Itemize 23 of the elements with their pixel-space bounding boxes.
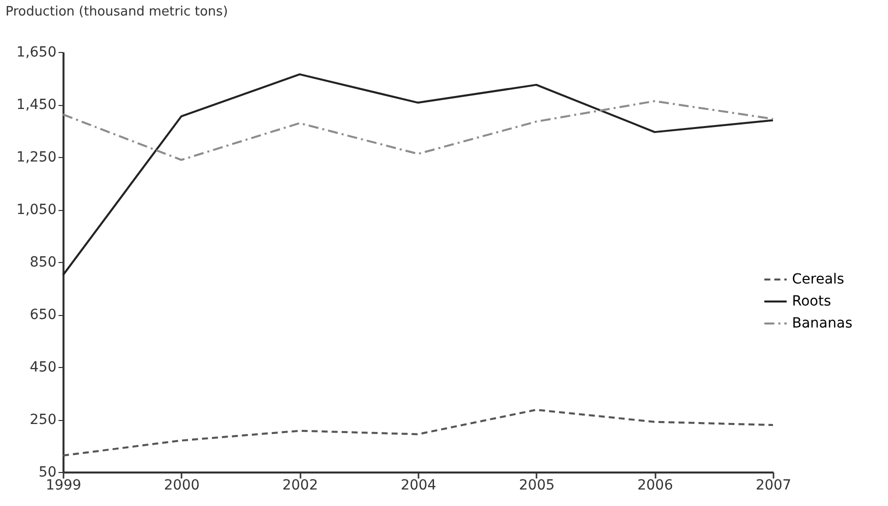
x-tick-label: 2004 bbox=[400, 478, 436, 494]
y-tick-label: 1,450 bbox=[16, 97, 56, 113]
y-tick-label: 250 bbox=[30, 412, 56, 428]
x-tick-label: 1999 bbox=[46, 478, 82, 494]
x-tick-label: 2000 bbox=[164, 478, 200, 494]
line-series bbox=[62, 408, 774, 456]
legend-label: Roots bbox=[792, 294, 832, 310]
y-tick-label: 850 bbox=[30, 254, 56, 270]
y-tick-label: 450 bbox=[30, 360, 56, 376]
y-axis-title: Production (thousand metric tons) bbox=[6, 4, 228, 20]
y-tick-label: 1,050 bbox=[16, 202, 56, 218]
y-tick-label: 1,250 bbox=[16, 150, 56, 166]
y-tick-label: 650 bbox=[30, 307, 56, 323]
x-tick-label: 2006 bbox=[637, 478, 674, 494]
x-tick-label: 2005 bbox=[519, 478, 555, 494]
line-series bbox=[62, 100, 774, 161]
y-tick-label: 50 bbox=[38, 464, 56, 480]
y-tick-label: 1,650 bbox=[16, 44, 56, 60]
legend-label: Cereals bbox=[792, 272, 844, 288]
x-tick-label: 2002 bbox=[282, 478, 318, 494]
line-series bbox=[62, 73, 774, 276]
legend-label: Bananas bbox=[792, 316, 852, 332]
x-tick-label: 2007 bbox=[756, 478, 792, 494]
